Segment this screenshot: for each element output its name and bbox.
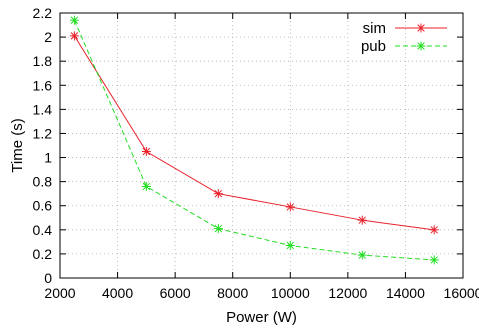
y-tick-label: 1 [44, 150, 52, 166]
data-point-sim [429, 225, 439, 235]
y-tick-label: 0 [44, 270, 52, 286]
x-tick-label: 16000 [444, 285, 479, 301]
y-tick-label: 2 [44, 29, 52, 45]
series-line-pub [73, 20, 435, 261]
data-point-pub [357, 250, 367, 260]
legend-entry-sim: sim [363, 20, 447, 37]
ticks [59, 12, 464, 279]
legend-label-sim: sim [363, 20, 386, 37]
x-tick-label: 8000 [217, 285, 248, 301]
x-axis-label: Power (W) [226, 309, 297, 326]
legend-marker-sim [416, 23, 426, 33]
series-layer [69, 15, 439, 265]
x-tick-label: 12000 [328, 285, 367, 301]
data-point-sim [213, 189, 223, 199]
y-tick-label: 0.8 [33, 174, 53, 190]
data-point-pub [285, 240, 295, 250]
data-point-pub [69, 15, 79, 25]
tick-labels: 2000 4000 6000 8000 10000 12000 14000 16000 0 0.2… [33, 5, 479, 301]
series-line-sim [73, 35, 435, 231]
data-point-pub [429, 255, 439, 265]
data-point-pub [213, 224, 223, 234]
x-tick-label: 6000 [160, 285, 191, 301]
y-tick-label: 1.8 [33, 53, 53, 69]
x-tick-label: 2000 [44, 285, 75, 301]
legend-label-pub: pub [361, 38, 386, 55]
data-point-pub [141, 181, 151, 191]
data-point-sim [285, 202, 295, 212]
y-tick-label: 0.2 [33, 246, 53, 262]
legend: sim pub [361, 20, 447, 55]
data-point-sim [357, 215, 367, 225]
x-tick-label: 10000 [271, 285, 310, 301]
y-tick-label: 2.2 [33, 5, 53, 21]
data-point-sim [141, 147, 151, 157]
y-tick-label: 1.4 [33, 101, 53, 117]
y-tick-label: 1.2 [33, 125, 53, 141]
y-axis-label: Time (s) [9, 118, 26, 172]
y-tick-label: 0.6 [33, 198, 53, 214]
plot-frame [59, 12, 464, 279]
data-point-sim [69, 31, 79, 41]
series-pub [69, 15, 439, 265]
y-tick-label: 1.6 [33, 77, 53, 93]
y-tick-label: 0.4 [33, 222, 53, 238]
x-tick-label: 4000 [102, 285, 133, 301]
grid [60, 13, 463, 278]
legend-entry-pub: pub [361, 38, 447, 55]
series-sim [69, 31, 439, 235]
legend-marker-pub [416, 41, 426, 51]
x-tick-label: 14000 [386, 285, 425, 301]
